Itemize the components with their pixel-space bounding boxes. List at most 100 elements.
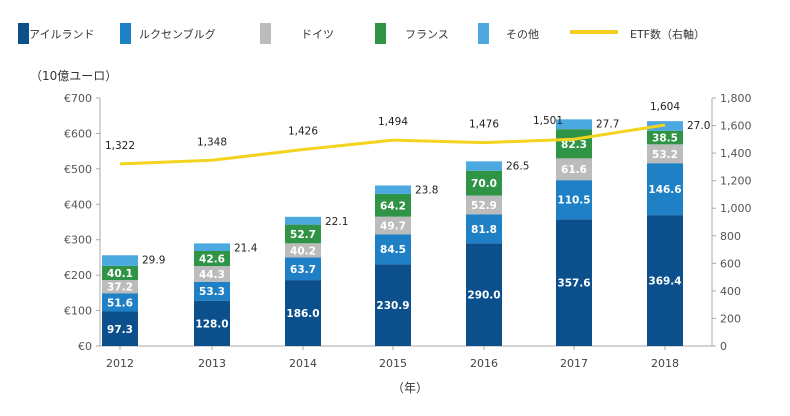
y2-tick-label: 600 — [720, 257, 741, 270]
etf-value-label: 1,322 — [105, 140, 135, 152]
bar-value-label: 369.4 — [648, 276, 681, 288]
legend-label: ETF数（右軸） — [630, 27, 705, 41]
bar-value-label: 52.7 — [290, 229, 316, 241]
bar-segment — [285, 280, 321, 346]
bar-value-label: 53.3 — [199, 286, 225, 298]
etf-value-label: 1,426 — [288, 126, 318, 138]
x-tick-label: 2012 — [106, 357, 134, 370]
bar-value-label: 51.6 — [107, 297, 133, 309]
x-tick-label: 2016 — [470, 357, 498, 370]
bar-segment — [102, 265, 138, 281]
legend-swatch — [260, 23, 271, 44]
bar-value-label: 49.7 — [380, 220, 406, 232]
bar-segment — [466, 161, 502, 171]
y2-tick-label: 0 — [720, 340, 727, 353]
bar-value-label: 52.9 — [471, 200, 497, 212]
bar-value-label: 22.1 — [325, 216, 348, 228]
bar-segment — [375, 264, 411, 346]
legend-label: ルクセンブルグ — [139, 27, 216, 41]
bar-segment — [647, 163, 683, 216]
bar-segment — [102, 311, 138, 346]
y2-tick-label: 1,800 — [720, 92, 752, 105]
bar-segment — [375, 216, 411, 235]
x-tick-label: 2015 — [379, 357, 407, 370]
bar-segment — [102, 293, 138, 312]
bar-value-label: 146.6 — [648, 184, 681, 196]
bar-segment — [102, 280, 138, 294]
bar-segment — [556, 158, 592, 181]
x-tick-label: 2014 — [289, 357, 317, 370]
etf-value-label: 1,501 — [533, 115, 563, 127]
bar-value-label: 230.9 — [376, 300, 409, 312]
bar-segment — [647, 144, 683, 164]
bar-segment — [375, 234, 411, 265]
bar-segment — [466, 170, 502, 196]
legend-label: その他 — [506, 28, 539, 41]
y2-tick-label: 800 — [720, 230, 741, 243]
bar-value-label: 40.2 — [290, 245, 316, 257]
bar-value-label: 82.3 — [561, 139, 587, 151]
bar-value-label: 27.0 — [687, 120, 710, 132]
y-tick-label: €300 — [64, 234, 92, 247]
bar-segment — [647, 130, 683, 145]
y-tick-label: €700 — [64, 92, 92, 105]
y-axis-title: （10億ユーロ） — [30, 69, 117, 83]
bar-segment — [466, 243, 502, 346]
legend-swatch — [120, 23, 131, 44]
bar-segment — [285, 257, 321, 281]
bar-value-label: 128.0 — [195, 318, 228, 330]
x-tick-label: 2017 — [560, 357, 588, 370]
bar-value-label: 23.8 — [415, 184, 438, 196]
y-tick-label: €0 — [78, 340, 92, 353]
bar-value-label: 84.5 — [380, 244, 406, 256]
bar-value-label: 357.6 — [557, 278, 590, 290]
bar-value-label: 64.2 — [380, 200, 406, 212]
y-tick-label: €600 — [64, 127, 92, 140]
bar-value-label: 97.3 — [107, 324, 133, 336]
y2-tick-label: 1,400 — [720, 147, 752, 160]
bar-segment — [194, 250, 230, 267]
bar-value-label: 37.2 — [107, 282, 133, 294]
bar-segment — [375, 185, 411, 194]
bar-value-label: 42.6 — [199, 254, 225, 266]
legend-label: ドイツ — [301, 28, 334, 41]
bar-segment — [194, 281, 230, 301]
x-tick-label: 2018 — [651, 357, 679, 370]
legend-swatch — [375, 23, 386, 44]
bar-segment — [194, 266, 230, 282]
legend-swatch — [478, 23, 489, 44]
etf-value-label: 1,476 — [469, 119, 499, 131]
y2-tick-label: 400 — [720, 285, 741, 298]
bar-segment — [285, 243, 321, 258]
bar-segment — [556, 119, 592, 130]
bar-value-label: 53.2 — [652, 149, 678, 161]
bar-segment — [556, 129, 592, 159]
bar-segment — [466, 214, 502, 244]
bar-value-label: 186.0 — [286, 308, 319, 320]
bar-segment — [194, 243, 230, 251]
legend-label: フランス — [405, 28, 449, 41]
y2-tick-label: 1,600 — [720, 120, 752, 133]
x-tick-label: 2013 — [198, 357, 226, 370]
bar-segment — [285, 216, 321, 225]
bar-value-label: 290.0 — [467, 290, 500, 302]
y-tick-label: €500 — [64, 163, 92, 176]
bar-segment — [466, 195, 502, 215]
bar-segment — [375, 193, 411, 217]
bar-value-label: 38.5 — [652, 133, 678, 145]
bar-segment — [194, 300, 230, 346]
bar-value-label: 44.3 — [199, 269, 225, 281]
x-axis-title: （年） — [392, 381, 428, 395]
bar-value-label: 27.7 — [596, 118, 619, 130]
bar-segment — [556, 180, 592, 220]
y2-tick-label: 200 — [720, 312, 741, 325]
bar-value-label: 81.8 — [471, 224, 497, 236]
legend-label: アイルランド — [29, 28, 94, 41]
bar-value-label: 26.5 — [506, 160, 529, 172]
y2-tick-label: 1,000 — [720, 202, 752, 215]
y-tick-label: €200 — [64, 269, 92, 282]
bar-value-label: 61.6 — [561, 164, 587, 176]
etf-line — [119, 123, 666, 166]
